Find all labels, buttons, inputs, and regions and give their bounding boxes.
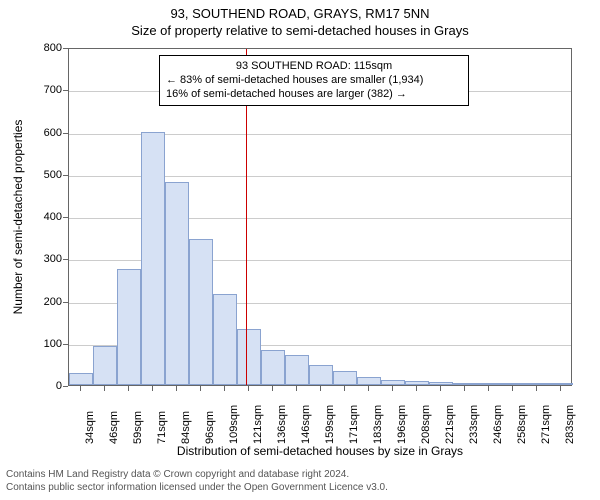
x-tick-mark [320,386,321,391]
x-tick-label: 109sqm [228,394,240,444]
x-tick-mark [512,386,513,391]
histogram-bar [333,371,357,385]
chart-container: 93, SOUTHEND ROAD, GRAYS, RM17 5NN Size … [0,0,600,500]
x-tick-label: 183sqm [372,394,384,444]
annotation-line: 16% of semi-detached houses are larger (… [166,88,462,102]
annotation-line: 93 SOUTHEND ROAD: 115sqm [166,60,462,74]
y-tick-label: 200 [44,296,62,308]
y-tick-mark [63,48,68,49]
histogram-bar [285,355,309,385]
y-tick-label: 100 [44,338,62,350]
histogram-bar [189,239,213,385]
x-tick-label: 246sqm [492,394,504,444]
x-tick-mark [488,386,489,391]
y-tick-label: 400 [44,211,62,223]
histogram-bar [381,380,405,385]
histogram-bar [261,350,285,385]
attribution-block: Contains HM Land Registry data © Crown c… [0,469,600,494]
x-tick-mark [104,386,105,391]
x-tick-mark [416,386,417,391]
x-tick-mark [368,386,369,391]
histogram-bar [429,382,453,385]
x-tick-label: 159sqm [324,394,336,444]
x-tick-label: 271sqm [540,394,552,444]
x-tick-label: 71sqm [156,394,168,444]
x-tick-label: 171sqm [348,394,360,444]
y-tick-label: 500 [44,169,62,181]
x-tick-mark [296,386,297,391]
y-tick-mark [63,217,68,218]
attribution-line-1: Contains HM Land Registry data © Crown c… [6,469,594,482]
x-tick-label: 136sqm [276,394,288,444]
histogram-bar [93,346,117,385]
y-axis-title: Number of semi-detached properties [11,120,25,315]
y-tick-label: 300 [44,253,62,265]
x-tick-label: 221sqm [444,394,456,444]
x-tick-label: 283sqm [564,394,576,444]
x-tick-mark [200,386,201,391]
title-line-1: 93, SOUTHEND ROAD, GRAYS, RM17 5NN [0,6,600,23]
x-tick-label: 208sqm [420,394,432,444]
attribution-line-2: Contains public sector information licen… [6,482,594,495]
histogram-bar [213,294,237,385]
x-tick-mark [80,386,81,391]
x-tick-mark [176,386,177,391]
x-tick-label: 146sqm [300,394,312,444]
histogram-bar [477,383,501,385]
x-tick-label: 96sqm [204,394,216,444]
histogram-bar [357,377,381,385]
x-tick-mark [152,386,153,391]
histogram-bar [453,383,477,385]
x-tick-mark [224,386,225,391]
histogram-bar [549,383,573,385]
histogram-bar [117,269,141,385]
histogram-bar [501,383,525,385]
histogram-bar [237,329,261,385]
x-tick-label: 34sqm [84,394,96,444]
annotation-box: 93 SOUTHEND ROAD: 115sqm← 83% of semi-de… [159,55,469,106]
y-tick-mark [63,259,68,260]
y-tick-mark [63,302,68,303]
y-tick-mark [63,344,68,345]
histogram-bar [309,365,333,385]
histogram-bar [165,182,189,385]
x-tick-label: 258sqm [516,394,528,444]
histogram-bar [405,381,429,385]
x-tick-label: 196sqm [396,394,408,444]
x-tick-label: 59sqm [132,394,144,444]
chart-header: 93, SOUTHEND ROAD, GRAYS, RM17 5NN Size … [0,0,600,42]
x-tick-mark [536,386,537,391]
y-tick-label: 800 [44,42,62,54]
x-tick-mark [248,386,249,391]
plot-area: 93 SOUTHEND ROAD: 115sqm← 83% of semi-de… [68,48,572,386]
y-tick-label: 700 [44,84,62,96]
y-tick-mark [63,386,68,387]
y-tick-mark [63,90,68,91]
y-tick-label: 600 [44,127,62,139]
annotation-line: ← 83% of semi-detached houses are smalle… [166,74,462,88]
y-tick-mark [63,175,68,176]
x-tick-mark [464,386,465,391]
x-tick-mark [344,386,345,391]
histogram-bar [141,132,165,385]
x-tick-label: 84sqm [180,394,192,444]
histogram-bar [525,383,549,385]
x-tick-mark [392,386,393,391]
x-tick-label: 233sqm [468,394,480,444]
x-tick-label: 121sqm [252,394,264,444]
x-tick-mark [272,386,273,391]
x-tick-mark [440,386,441,391]
x-tick-mark [128,386,129,391]
title-line-2: Size of property relative to semi-detach… [0,23,600,40]
x-tick-mark [560,386,561,391]
y-tick-mark [63,133,68,134]
x-axis-title: Distribution of semi-detached houses by … [177,444,463,458]
histogram-bar [69,373,93,385]
x-tick-label: 46sqm [108,394,120,444]
y-tick-label: 0 [56,380,62,392]
